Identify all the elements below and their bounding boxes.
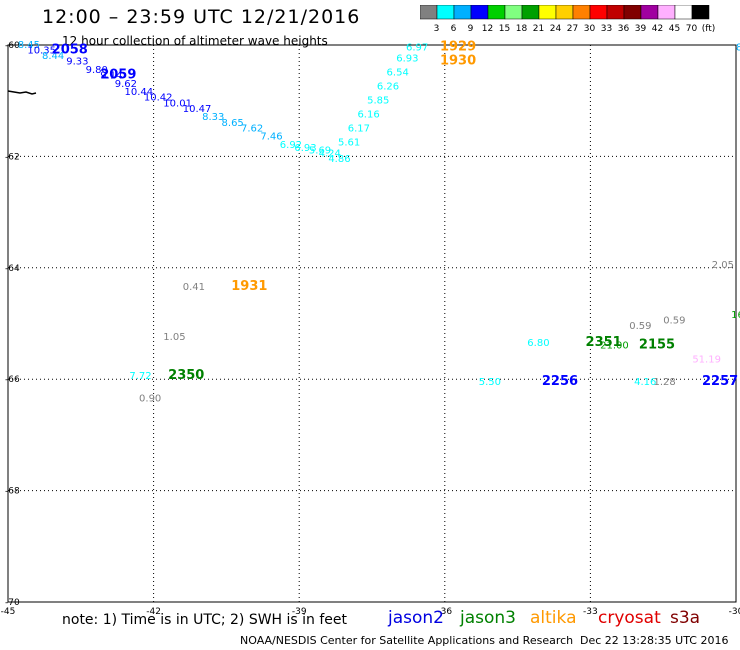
wave-height-label: 6.97	[406, 43, 428, 54]
colorbar-label: 70	[686, 24, 698, 34]
colorbar-label: 39	[635, 24, 647, 34]
wave-height-label: 10.01	[163, 98, 192, 109]
wave-height-label: 4.16	[634, 377, 656, 388]
wave-height-label: 7.72	[129, 371, 151, 382]
y-tick-label: -64	[5, 264, 20, 274]
wave-height-label: 9.62	[115, 79, 137, 90]
y-tick-label: -66	[5, 375, 20, 385]
pass-time-label: 2257	[702, 374, 738, 389]
colorbar-label: 45	[669, 24, 680, 34]
wave-height-label: 6.54	[387, 68, 409, 79]
colorbar-label: 21	[533, 24, 544, 34]
wave-height-label: 8.45	[18, 40, 40, 51]
colorbar-label: 15	[499, 24, 510, 34]
colorbar-label: 42	[652, 24, 663, 34]
wave-height-label: 10.35	[27, 45, 56, 56]
legend-jason3: jason3	[460, 608, 516, 628]
wave-height-label: 6.16	[357, 109, 379, 120]
wave-height-label: 8.33	[202, 112, 224, 123]
wave-height-label: 0.41	[183, 282, 205, 293]
y-tick-label: -68	[5, 487, 20, 497]
wave-height-label: 6.80	[527, 338, 549, 349]
colorbar-label: 27	[567, 24, 578, 34]
wave-height-label: 5.69	[309, 146, 331, 157]
wave-height-label: 21.00	[600, 341, 629, 352]
x-tick-label: -33	[583, 607, 598, 617]
legend-jason2: jason2	[388, 608, 444, 628]
wave-height-label: 0.59	[629, 321, 651, 332]
pass-time-label: 1931	[231, 279, 267, 294]
wave-height-label: 6.93	[294, 143, 316, 154]
wave-height-label: 5.61	[338, 137, 360, 148]
wave-height-label: 4.86	[328, 154, 350, 165]
pass-time-label: 2059	[100, 67, 136, 82]
colorbar-label: 6	[451, 24, 457, 34]
footer-note: note: 1) Time is in UTC; 2) SWH is in fe…	[62, 612, 348, 628]
x-tick-label: -36	[437, 607, 452, 617]
wave-height-label: 1.28	[653, 377, 675, 388]
chart-title: 12:00 – 23:59 UTC 12/21/2016	[42, 6, 361, 28]
wave-height-label: 9.80	[86, 65, 108, 76]
x-tick-label: -39	[292, 607, 307, 617]
x-tick-label: -45	[1, 607, 16, 617]
wave-height-label: 8	[736, 43, 740, 54]
colorbar-label: 30	[584, 24, 596, 34]
colorbar-label: 18	[516, 24, 528, 34]
wave-height-label: 6.26	[377, 82, 399, 93]
credit-text: NOAA/NESDIS Center for Satellite Applica…	[240, 634, 574, 647]
wave-height-label: 10.47	[183, 104, 212, 115]
colorbar-label: 24	[550, 24, 562, 34]
colorbar-label: 33	[601, 24, 612, 34]
colorbar-label: 36	[618, 24, 630, 34]
pass-time-label: 2058	[52, 42, 88, 57]
colorbar-label: 3	[434, 24, 440, 34]
plot-frame	[7, 44, 737, 603]
y-tick-label: -70	[5, 598, 20, 608]
x-tick-label: -30	[729, 607, 740, 617]
colorbar-label: (ft)	[702, 24, 716, 34]
colorbar: 3 6 9 12 15 18 21 24 27 30 33 36 39 42 45 70 (ft)	[420, 5, 716, 34]
wave-height-label: 4.24	[319, 148, 341, 159]
legend-s3a: s3a	[670, 608, 701, 628]
y-tick-label: -60	[5, 41, 20, 51]
x-tick-label: -42	[146, 607, 161, 617]
wave-height-label: 1.05	[163, 332, 185, 343]
pass-time-label: 2351	[586, 335, 622, 350]
wave-height-label: 10.42	[144, 93, 173, 104]
wave-height-label: 6.93	[396, 54, 418, 65]
colorbar-swatch	[691, 5, 710, 20]
legend-altika: altika	[530, 608, 577, 628]
wave-height-label: 6.17	[348, 123, 370, 134]
wave-height-label: 8.44	[42, 51, 64, 62]
colorbar-label: 9	[468, 24, 474, 34]
wave-height-label: 51.19	[692, 354, 721, 365]
pass-time-label: 1929	[440, 40, 476, 55]
wave-height-label: 0.59	[663, 316, 685, 327]
wave-height-label: 5.85	[367, 95, 389, 106]
legend-cryosat: cryosat	[598, 608, 661, 628]
coastline-fragment	[7, 90, 37, 95]
pass-time-label: 2256	[542, 374, 578, 389]
wave-height-label: 10.44	[124, 87, 153, 98]
pass-time-label: 1930	[440, 53, 476, 68]
pass-time-label: 2350	[168, 368, 204, 383]
y-tick-label: -62	[5, 152, 20, 162]
colorbar-label: 12	[482, 24, 493, 34]
wave-height-label: 2.05	[712, 260, 734, 271]
wave-height-label: 9.33	[66, 56, 88, 67]
pass-time-label: 2155	[639, 338, 675, 353]
wave-height-label: 6.92	[280, 140, 302, 151]
wave-height-label: 0.90	[139, 393, 161, 404]
wave-height-label: 7.62	[241, 123, 263, 134]
wave-height-label: 5.50	[479, 377, 501, 388]
wave-height-label: 8.65	[222, 118, 244, 129]
generation-timestamp: Dec 22 13:28:35 UTC 2016	[580, 634, 729, 647]
wave-height-label: 16.19	[731, 310, 740, 321]
wave-height-label: 9.14	[100, 70, 122, 81]
wave-height-label: 7.46	[260, 132, 282, 143]
